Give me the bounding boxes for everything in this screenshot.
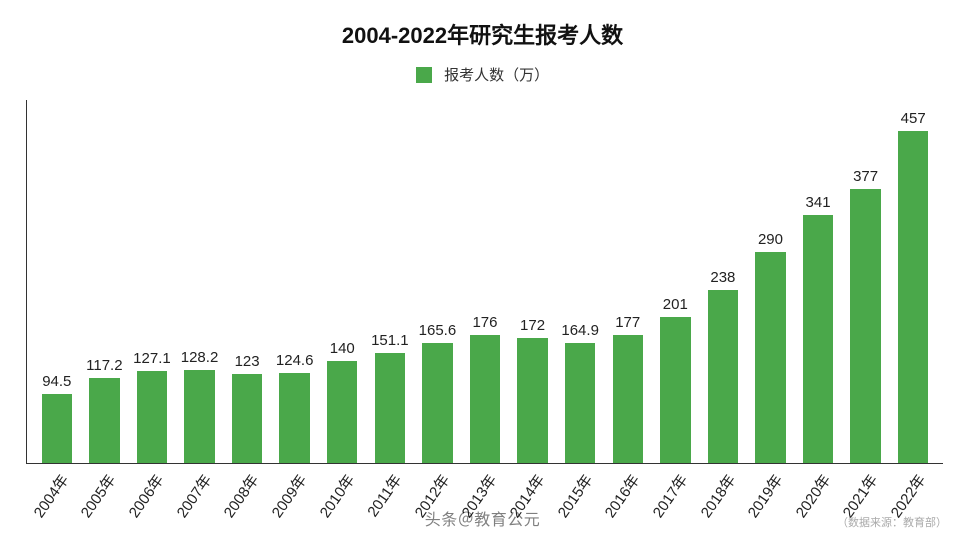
- bar-value-label: 128.2: [181, 349, 219, 366]
- bar-value-label: 123: [235, 353, 260, 370]
- bar-rect: [327, 361, 357, 463]
- chart-legend: 报考人数（万）: [0, 64, 965, 85]
- x-axis-label: 2004年: [28, 470, 73, 522]
- x-axis-label: 2016年: [600, 470, 645, 522]
- x-label-slot: 2005年: [80, 464, 128, 540]
- x-axis-label: 2015年: [552, 470, 597, 522]
- x-axis-label: 2010年: [314, 470, 359, 522]
- legend-label: 报考人数（万）: [444, 64, 549, 85]
- legend-swatch: [416, 67, 432, 83]
- x-label-slot: 2009年: [270, 464, 318, 540]
- bar-rect: [470, 335, 500, 463]
- x-axis-label: 2019年: [742, 470, 787, 522]
- x-label-slot: 2011年: [365, 464, 413, 540]
- x-axis-label: 2007年: [171, 470, 216, 522]
- plot-area: 94.5 117.2 127.1 128.2 123 124.6 140 151.1 165.6…: [26, 100, 943, 464]
- x-axis-label: 2006年: [123, 470, 168, 522]
- bar-rect: [517, 338, 547, 463]
- x-axis-label: 2017年: [647, 470, 692, 522]
- bar-rect: [755, 252, 785, 463]
- bar-value-label: 124.6: [276, 352, 314, 369]
- bar-rect: [89, 378, 119, 463]
- bar-value-label: 341: [806, 194, 831, 211]
- bars-group: 94.5 117.2 127.1 128.2 123 124.6 140 151.1 165.6…: [27, 100, 943, 463]
- x-label-slot: 2004年: [32, 464, 80, 540]
- bar-rect: [42, 394, 72, 463]
- bar-slot: 176: [461, 100, 509, 463]
- bar-rect: [613, 335, 643, 464]
- x-axis-label: 2018年: [695, 470, 740, 522]
- bar-value-label: 238: [710, 269, 735, 286]
- x-label-slot: 2015年: [556, 464, 604, 540]
- chart-container: 2004-2022年研究生报考人数 报考人数（万） 94.5 117.2 127.1…: [0, 0, 965, 540]
- bar-slot: 172: [509, 100, 557, 463]
- x-label-slot: 2016年: [604, 464, 652, 540]
- bar-rect: [565, 343, 595, 463]
- x-label-slot: 2018年: [699, 464, 747, 540]
- x-label-slot: 2007年: [175, 464, 223, 540]
- x-label-slot: 2010年: [318, 464, 366, 540]
- bar-value-label: 457: [901, 110, 926, 127]
- bar-value-label: 164.9: [561, 322, 599, 339]
- bar-rect: [232, 374, 262, 463]
- bar-slot: 341: [794, 100, 842, 463]
- bar-slot: 124.6: [271, 100, 319, 463]
- bar-rect: [898, 131, 928, 463]
- bar-slot: 177: [604, 100, 652, 463]
- bar-rect: [850, 189, 880, 463]
- bar-slot: 94.5: [33, 100, 81, 463]
- bar-value-label: 140: [330, 340, 355, 357]
- bar-slot: 151.1: [366, 100, 414, 463]
- x-axis-label: 2005年: [76, 470, 121, 522]
- bar-value-label: 117.2: [86, 357, 122, 374]
- bar-rect: [184, 370, 214, 463]
- x-axis-label: 2008年: [219, 470, 264, 522]
- bar-rect: [279, 373, 309, 463]
- bar-slot: 128.2: [176, 100, 224, 463]
- watermark-text: 头条＠教育公元: [425, 506, 541, 530]
- bar-slot: 117.2: [81, 100, 129, 463]
- x-axis-label: 2009年: [266, 470, 311, 522]
- bar-slot: 123: [223, 100, 271, 463]
- bar-slot: 290: [747, 100, 795, 463]
- x-label-slot: 2017年: [651, 464, 699, 540]
- bar-value-label: 177: [615, 314, 640, 331]
- x-label-slot: 2019年: [746, 464, 794, 540]
- bar-slot: 238: [699, 100, 747, 463]
- bar-value-label: 127.1: [133, 350, 171, 367]
- x-label-slot: 2020年: [794, 464, 842, 540]
- x-axis-label: 2020年: [790, 470, 835, 522]
- x-label-slot: 2008年: [223, 464, 271, 540]
- bar-value-label: 290: [758, 231, 783, 248]
- bar-value-label: 201: [663, 296, 688, 313]
- bar-rect: [422, 343, 452, 463]
- bar-slot: 127.1: [128, 100, 176, 463]
- chart-title: 2004-2022年研究生报考人数: [0, 0, 965, 50]
- x-axis-label: 2011年: [362, 470, 406, 521]
- bar-slot: 377: [842, 100, 890, 463]
- bar-slot: 457: [889, 100, 937, 463]
- bar-rect: [375, 353, 405, 463]
- bar-value-label: 151.1: [371, 332, 409, 349]
- bar-rect: [803, 215, 833, 463]
- bar-slot: 201: [652, 100, 700, 463]
- bar-slot: 140: [318, 100, 366, 463]
- bar-rect: [660, 317, 690, 463]
- x-label-slot: 2006年: [127, 464, 175, 540]
- bar-value-label: 176: [472, 314, 497, 331]
- source-note: （数据来源：教育部）: [837, 514, 947, 530]
- bar-value-label: 165.6: [419, 322, 457, 339]
- bar-value-label: 377: [853, 168, 878, 185]
- bar-value-label: 94.5: [42, 373, 71, 390]
- bar-value-label: 172: [520, 317, 545, 334]
- bar-rect: [708, 290, 738, 463]
- bar-slot: 164.9: [556, 100, 604, 463]
- bar-rect: [137, 371, 167, 463]
- bar-slot: 165.6: [414, 100, 462, 463]
